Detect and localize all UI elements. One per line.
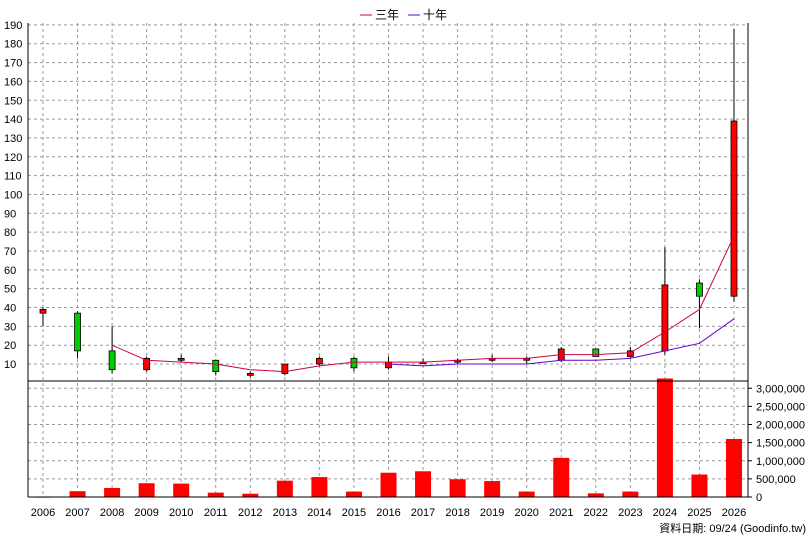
year-tick-label: 2016 — [376, 507, 400, 519]
volume-bar — [311, 477, 328, 497]
three-year-line — [111, 235, 735, 373]
candle-body — [212, 359, 220, 372]
volume-bar — [691, 474, 708, 497]
volume-tick-label: 2,500,000 — [756, 401, 805, 413]
price-tick-label: 60 — [4, 265, 16, 277]
volume-bar — [449, 479, 466, 497]
year-tick-label: 2006 — [31, 507, 55, 519]
year-tick-label: 2024 — [653, 507, 677, 519]
candle-body — [143, 357, 151, 371]
candle-body — [246, 373, 254, 376]
volume-tick-label: 500,000 — [756, 474, 796, 486]
volume-bar — [104, 487, 121, 497]
year-tick-label: 2025 — [687, 507, 711, 519]
candle-body — [696, 282, 703, 297]
volume-bar — [415, 471, 432, 497]
price-tick-labels: 190 180 170 160 150 140 130 120 110 100 90 80 70 60 50… — [4, 20, 22, 371]
candle-body — [108, 350, 116, 371]
year-tick-label: 2019 — [480, 507, 504, 519]
price-tick-label: 90 — [4, 208, 16, 220]
price-tick-label: 180 — [4, 39, 22, 51]
candle-body — [177, 357, 185, 361]
candle-body — [661, 284, 669, 352]
year-tick-label: 2011 — [204, 507, 228, 519]
price-tick-label: 120 — [4, 152, 22, 164]
price-tick-label: 30 — [4, 321, 16, 333]
volume-bar — [587, 493, 604, 497]
year-tick-label: 2013 — [273, 507, 297, 519]
year-tick-label: 2014 — [307, 507, 331, 519]
volume-tick-label: 2,000,000 — [756, 420, 805, 432]
volume-bars — [35, 378, 742, 498]
price-tick-label: 130 — [4, 133, 22, 145]
price-tick-label: 40 — [4, 303, 16, 315]
volume-tick-label: 1,000,000 — [756, 456, 805, 468]
legend: 三年 十年 — [360, 8, 447, 22]
volume-bar — [726, 439, 742, 497]
candle-body — [39, 308, 47, 314]
price-tick-label: 50 — [4, 284, 16, 296]
price-tick-label: 170 — [4, 58, 22, 70]
price-tick-label: 70 — [4, 246, 16, 258]
data-date-footer: 資料日期: 09/24 (Goodinfo.tw) — [659, 521, 806, 535]
candle-body — [626, 350, 634, 357]
year-tick-label: 2017 — [411, 507, 435, 519]
year-tick-labels: 2006 2007 2008 2009 2010 2011 2012 2013 2014 2015… — [31, 507, 746, 519]
candle-body — [350, 357, 358, 369]
year-tick-label: 2012 — [238, 507, 262, 519]
volume-tick-label: 3,000,000 — [756, 383, 805, 395]
volume-bar — [656, 378, 673, 497]
volume-tick-label: 1,500,000 — [756, 438, 805, 450]
candle-body — [281, 363, 289, 374]
ten-year-line — [388, 318, 735, 367]
year-tick-label: 2007 — [65, 507, 89, 519]
candle-body — [730, 120, 738, 297]
legend-label-ten-year: 十年 — [423, 8, 447, 22]
candle-body — [592, 348, 600, 357]
year-tick-label: 2023 — [618, 507, 642, 519]
volume-bar — [69, 491, 86, 497]
volume-bar — [242, 493, 259, 497]
price-tick-label: 190 — [4, 20, 22, 32]
candle-body — [385, 361, 392, 369]
volume-bar — [622, 491, 639, 497]
volume-bar — [484, 481, 501, 497]
volume-bar — [207, 492, 224, 497]
candle-body — [74, 312, 81, 352]
year-tick-label: 2020 — [514, 507, 538, 519]
volume-bar — [345, 491, 362, 497]
year-tick-label: 2021 — [549, 507, 573, 519]
price-tick-label: 100 — [4, 189, 22, 201]
price-tick-label: 80 — [4, 227, 16, 239]
volume-bar — [173, 483, 190, 497]
volume-bar — [553, 457, 570, 497]
year-tick-label: 2026 — [722, 507, 746, 519]
price-tick-label: 160 — [4, 76, 22, 88]
year-tick-label: 2009 — [134, 507, 158, 519]
volume-bar — [138, 483, 155, 497]
moving-average-lines — [111, 235, 735, 373]
axes — [27, 23, 749, 498]
candle-body — [315, 357, 323, 365]
year-tick-label: 2015 — [342, 507, 366, 519]
year-tick-label: 2022 — [584, 507, 608, 519]
volume-bar — [518, 491, 535, 497]
volume-bar — [276, 480, 293, 497]
price-tick-label: 150 — [4, 95, 22, 107]
price-tick-label: 110 — [4, 171, 22, 183]
price-tick-label: 10 — [4, 359, 16, 371]
price-tick-label: 140 — [4, 114, 22, 126]
price-tick-label: 20 — [4, 340, 16, 352]
year-tick-label: 2008 — [100, 507, 124, 519]
year-tick-label: 2018 — [445, 507, 469, 519]
volume-bar — [380, 472, 397, 497]
year-tick-label: 2010 — [169, 507, 193, 519]
volume-tick-labels: 3,000,000 2,500,000 2,000,000 1,500,000 1,00… — [748, 383, 805, 504]
volume-tick-label: 0 — [756, 492, 762, 504]
legend-label-three-year: 三年 — [375, 8, 399, 22]
